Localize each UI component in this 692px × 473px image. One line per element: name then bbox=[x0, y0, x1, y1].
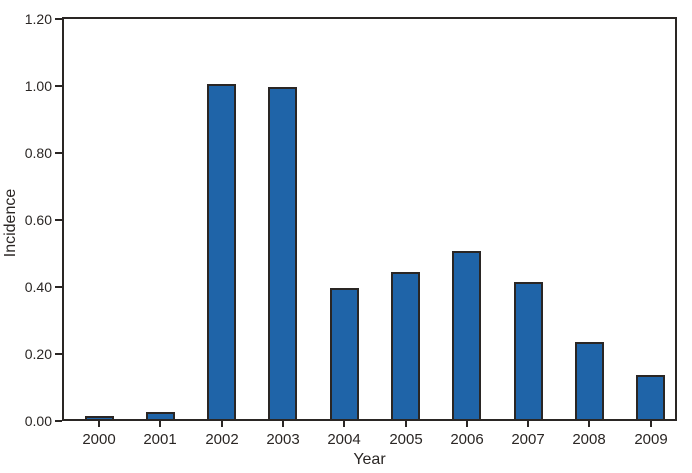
y-tick-mark bbox=[55, 286, 62, 288]
y-tick-mark bbox=[55, 152, 62, 154]
x-axis-label: Year bbox=[353, 451, 386, 468]
x-tick-mark bbox=[98, 421, 100, 427]
x-tick-mark bbox=[466, 421, 468, 427]
x-tick-label-2002: 2002 bbox=[205, 431, 239, 448]
y-tick-label: 0.20 bbox=[24, 346, 52, 362]
y-tick-label: 0.40 bbox=[24, 279, 52, 295]
x-tick-label-2006: 2006 bbox=[450, 431, 484, 448]
bar-2001 bbox=[146, 412, 175, 419]
plot-area bbox=[62, 17, 677, 421]
x-tick-label-2004: 2004 bbox=[327, 431, 361, 448]
x-tick-mark bbox=[343, 421, 345, 427]
bar-2006 bbox=[452, 251, 481, 419]
bar-2000 bbox=[85, 416, 114, 419]
y-tick-label: 0.80 bbox=[24, 145, 52, 161]
y-tick-mark bbox=[55, 420, 62, 422]
x-tick-mark bbox=[405, 421, 407, 427]
bar-2003 bbox=[268, 87, 297, 419]
x-tick-mark bbox=[527, 421, 529, 427]
x-tick-mark bbox=[159, 421, 161, 427]
y-tick-mark bbox=[55, 219, 62, 221]
y-tick-label: 1.00 bbox=[24, 78, 52, 94]
x-tick-label-2001: 2001 bbox=[143, 431, 177, 448]
x-tick-label-2005: 2005 bbox=[389, 431, 423, 448]
bar-2004 bbox=[330, 288, 359, 419]
x-tick-label-2007: 2007 bbox=[511, 431, 545, 448]
bar-2009 bbox=[636, 375, 665, 419]
y-tick-mark bbox=[55, 18, 62, 20]
x-tick-label-2008: 2008 bbox=[572, 431, 606, 448]
y-tick-label: 0.00 bbox=[24, 413, 52, 429]
x-tick-mark bbox=[221, 421, 223, 427]
x-tick-mark bbox=[650, 421, 652, 427]
x-tick-mark bbox=[282, 421, 284, 427]
y-tick-mark bbox=[55, 353, 62, 355]
y-tick-mark bbox=[55, 85, 62, 87]
y-tick-label: 0.60 bbox=[24, 212, 52, 228]
x-tick-label-2003: 2003 bbox=[266, 431, 300, 448]
x-tick-label-2000: 2000 bbox=[82, 431, 116, 448]
bar-2005 bbox=[391, 272, 420, 419]
bar-2008 bbox=[575, 342, 604, 419]
x-tick-mark bbox=[588, 421, 590, 427]
y-tick-label: 1.20 bbox=[24, 11, 52, 27]
x-tick-label-2009: 2009 bbox=[634, 431, 668, 448]
bar-2002 bbox=[207, 84, 236, 419]
bar-2007 bbox=[514, 282, 543, 419]
